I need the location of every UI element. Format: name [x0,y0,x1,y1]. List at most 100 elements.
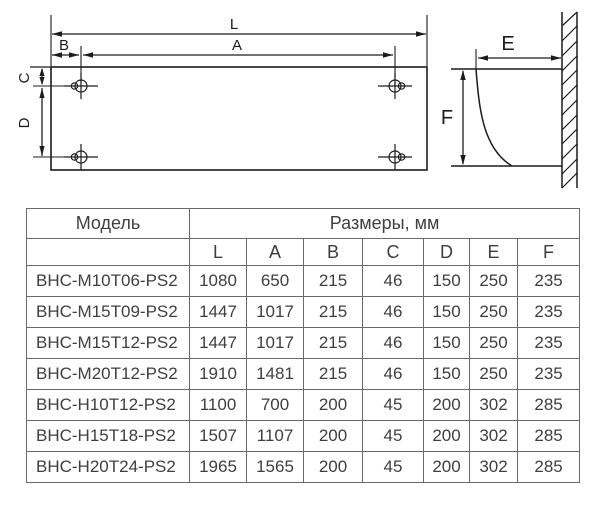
model-cell: BHC-M20T12-PS2 [26,358,190,390]
value-cell: 150 [423,358,470,390]
value-cell: 700 [246,389,304,421]
value-cell: 215 [303,327,363,359]
value-cell: 650 [246,265,304,297]
table-header-col-b: B [303,238,363,266]
table-header-model: Модель [26,208,190,239]
dimension-C: C [16,68,45,85]
value-cell: 1017 [246,296,304,328]
dimension-L: L [52,16,426,37]
model-cell: BHC-H10T12-PS2 [26,389,190,421]
value-cell: 200 [423,389,470,421]
value-cell: 250 [469,327,518,359]
value-cell: 150 [423,296,470,328]
model-cell: BHC-H20T24-PS2 [26,451,190,483]
table-header-col-a: A [246,238,304,266]
extension-lines [33,15,428,158]
model-cell: BHC-M15T09-PS2 [26,296,190,328]
panel-outline [50,66,428,171]
value-cell: 250 [469,265,518,297]
model-cell: BHC-M15T12-PS2 [26,327,190,359]
value-cell: 235 [516,296,581,328]
value-cell: 1447 [189,296,247,328]
dimension-A: A [83,37,393,58]
model-cell: BHC-M10T06-PS2 [26,265,190,297]
value-cell: 46 [362,327,424,359]
value-cell: 45 [362,389,424,421]
mounting-hole-top-right [378,73,412,99]
value-cell: 46 [362,358,424,390]
dimension-F: F [441,70,466,165]
table-header-col-f: F [516,238,581,266]
dimension-label-d: D [16,117,33,128]
value-cell: 285 [516,420,581,452]
dimension-label-c: C [16,72,33,83]
table-row: BHC-H20T24-PS2 1965 1565 200 45 200 302 … [26,451,581,483]
value-cell: 1565 [246,451,304,483]
value-cell: 1507 [189,420,247,452]
front-view-drawing: L A B C [16,15,428,171]
value-cell: 250 [469,296,518,328]
value-cell: 235 [516,358,581,390]
table-header-col-e: E [469,238,518,266]
value-cell: 200 [303,451,363,483]
table-header-col-l: L [189,238,247,266]
value-cell: 1447 [189,327,247,359]
value-cell: 215 [303,358,363,390]
dimension-label-l: L [230,16,238,33]
value-cell: 285 [516,389,581,421]
dimension-label-b: B [59,37,69,54]
value-cell: 1080 [189,265,247,297]
mounting-hole-bottom-left [64,144,98,170]
value-cell: 150 [423,327,470,359]
value-cell: 45 [362,451,424,483]
value-cell: 200 [303,389,363,421]
value-cell: 302 [469,451,518,483]
value-cell: 1481 [246,358,304,390]
dimension-label-e: E [501,33,514,55]
table-row: BHC-H10T12-PS2 1100 700 200 45 200 302 2… [26,389,581,421]
mounting-hole-top-left [64,73,98,99]
value-cell: 200 [423,451,470,483]
value-cell: 1910 [189,358,247,390]
value-cell: 150 [423,265,470,297]
value-cell: 1100 [189,389,247,421]
value-cell: 45 [362,420,424,452]
table-header-dimensions: Размеры, мм [188,208,581,239]
value-cell: 1017 [246,327,304,359]
value-cell: 46 [362,296,424,328]
value-cell: 215 [303,296,363,328]
table-row: BHC-M15T12-PS2 1447 1017 215 46 150 250 … [26,327,581,359]
mounting-hole-bottom-right [378,144,412,170]
table-row: BHC-M10T06-PS2 1080 650 215 46 150 250 2… [26,265,581,297]
device-profile [451,68,562,167]
value-cell: 285 [516,451,581,483]
value-cell: 1965 [189,451,247,483]
value-cell: 302 [469,420,518,452]
side-view-drawing: E F [441,11,578,189]
value-cell: 235 [516,265,581,297]
value-cell: 250 [469,358,518,390]
value-cell: 200 [423,420,470,452]
table-row: BHC-H15T18-PS2 1507 1107 200 45 200 302 … [26,420,581,452]
table-header-col-c: C [362,238,424,266]
technical-drawing: L A B C [16,11,578,189]
value-cell: 235 [516,327,581,359]
dimension-B: B [52,37,79,58]
value-cell: 46 [362,265,424,297]
table-row: BHC-M20T12-PS2 1910 1481 215 46 150 250 … [26,358,581,390]
table-header-col-d: D [423,238,470,266]
value-cell: 200 [303,420,363,452]
dimension-label-f: F [441,107,453,129]
value-cell: 215 [303,265,363,297]
dimensions-table: Модель Размеры, мм L A B C D E F BHC-M10… [26,208,581,483]
value-cell: 1107 [246,420,304,452]
table-header-empty [26,238,190,266]
table-row: BHC-M15T09-PS2 1447 1017 215 46 150 250 … [26,296,581,328]
dimension-E: E [475,33,561,72]
dimension-D: D [16,88,45,156]
wall-hatching [561,11,578,189]
dimension-label-a: A [232,37,242,54]
model-cell: BHC-H15T18-PS2 [26,420,190,452]
value-cell: 302 [469,389,518,421]
